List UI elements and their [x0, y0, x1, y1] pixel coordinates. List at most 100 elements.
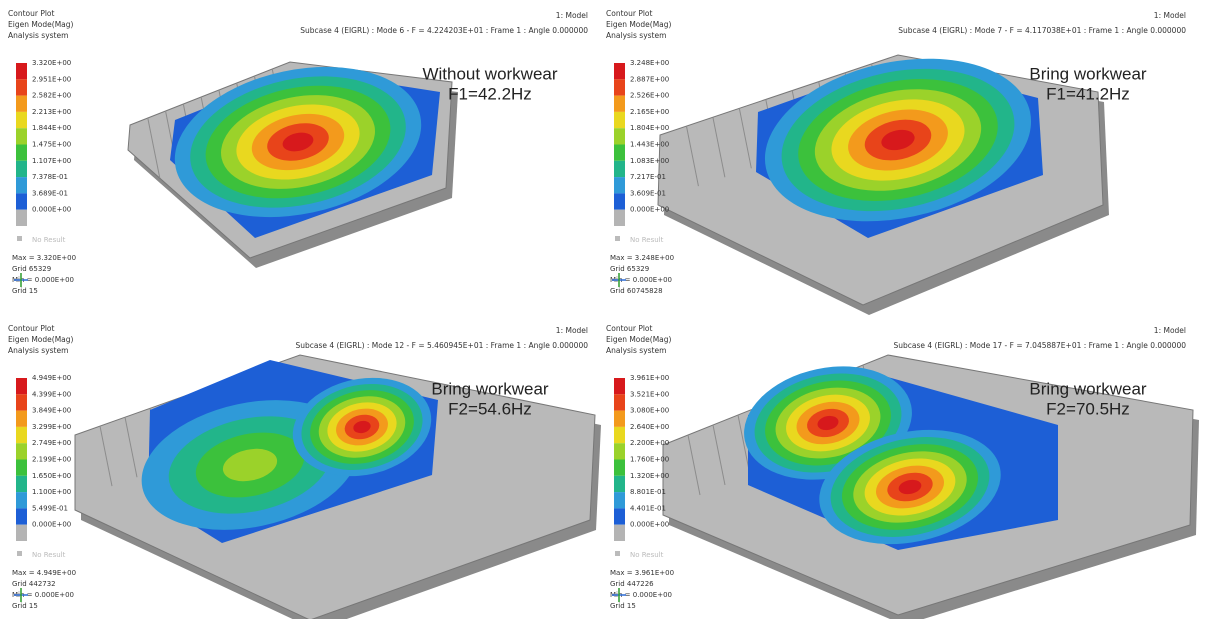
- footer-text: Grid 60745828: [610, 287, 663, 295]
- legend-swatch: [16, 443, 27, 459]
- no-result-swatch: [17, 236, 22, 241]
- legend-swatch: [16, 411, 27, 427]
- annotation: F2=70.5Hz: [1046, 399, 1130, 418]
- legend-label: 2.165E+00: [630, 108, 669, 116]
- legend-swatch: [16, 460, 27, 476]
- no-result-swatch: [615, 236, 620, 241]
- legend-label: 1.443E+00: [630, 141, 669, 149]
- panel: Contour Plot Eigen Mode(Mag) Analysis syst…: [8, 9, 588, 295]
- footer-text: Max = 3.248E+00: [610, 254, 674, 262]
- legend-swatch: [16, 96, 27, 112]
- legend-swatch: [614, 443, 625, 459]
- subcase-label: Subcase 4 (EIGRL) : Mode 6 - F = 4.22420…: [300, 26, 588, 35]
- legend-label: 3.320E+00: [32, 59, 71, 67]
- legend-swatch: [16, 128, 27, 144]
- subcase-label: Subcase 4 (EIGRL) : Mode 17 - F = 7.0458…: [893, 341, 1186, 350]
- legend-swatch: [16, 427, 27, 443]
- footer-text: Max = 3.320E+00: [12, 254, 76, 262]
- no-result-swatch: [615, 551, 620, 556]
- header-text: Contour Plot: [8, 9, 55, 18]
- annotation: Bring workwear: [1029, 64, 1146, 83]
- legend-swatch: [16, 145, 27, 161]
- header-text: Eigen Mode(Mag): [606, 335, 672, 344]
- legend-swatch: [16, 394, 27, 410]
- legend-swatch: [614, 112, 625, 128]
- no-result-label: No Result: [32, 551, 66, 559]
- legend-label: 1.475E+00: [32, 141, 71, 149]
- legend-label: 1.760E+00: [630, 456, 669, 464]
- annotation: Bring workwear: [1029, 379, 1146, 398]
- legend-label: 4.949E+00: [32, 374, 71, 382]
- legend-swatch: [614, 63, 625, 79]
- legend-label: 3.080E+00: [630, 407, 669, 415]
- figure: Contour Plot Eigen Mode(Mag) Analysis syst…: [0, 0, 1219, 619]
- annotation: F2=54.6Hz: [448, 399, 532, 418]
- annotation: Without workwear: [422, 64, 557, 83]
- footer-text: Grid 447226: [610, 580, 654, 588]
- legend-swatch: [16, 112, 27, 128]
- annotation: F1=41.2Hz: [1046, 84, 1130, 103]
- legend-label: 3.609E-01: [630, 189, 666, 197]
- legend-label: 1.844E+00: [32, 124, 71, 132]
- header-text: Contour Plot: [606, 324, 653, 333]
- legend-swatch: [614, 177, 625, 193]
- legend-swatch: [16, 63, 27, 79]
- legend-label: 7.217E-01: [630, 173, 666, 181]
- legend-swatch: [16, 79, 27, 95]
- legend-label: 2.200E+00: [630, 439, 669, 447]
- legend-label: 0.000E+00: [32, 206, 71, 214]
- legend-label: 0.000E+00: [630, 521, 669, 529]
- header-text: Analysis system: [606, 346, 666, 355]
- legend-label: 1.107E+00: [32, 157, 71, 165]
- legend-swatch: [614, 378, 625, 394]
- legend-label: 4.399E+00: [32, 390, 71, 398]
- legend-swatch: [16, 193, 27, 209]
- legend-swatch: [614, 476, 625, 492]
- model-label: 1: Model: [556, 11, 588, 20]
- annotation: F1=42.2Hz: [448, 84, 532, 103]
- legend-label: 1.650E+00: [32, 472, 71, 480]
- legend-swatch: [614, 492, 625, 508]
- legend-label: 0.000E+00: [32, 521, 71, 529]
- legend-label: 8.801E-01: [630, 488, 666, 496]
- legend-label: 1.100E+00: [32, 488, 71, 496]
- footer-text: Grid 15: [610, 602, 636, 610]
- header-text: Contour Plot: [606, 9, 653, 18]
- no-result-label: No Result: [630, 236, 664, 244]
- legend-swatch: [614, 427, 625, 443]
- legend-label: 0.000E+00: [630, 206, 669, 214]
- legend-label: 3.961E+00: [630, 374, 669, 382]
- legend-label: 2.199E+00: [32, 456, 71, 464]
- footer-text: Grid 65329: [610, 265, 649, 273]
- model-label: 1: Model: [1154, 11, 1186, 20]
- header-text: Analysis system: [8, 31, 68, 40]
- no-result-swatch: [17, 551, 22, 556]
- legend-swatch: [614, 508, 625, 524]
- legend-swatch: [16, 492, 27, 508]
- footer-text: Grid 15: [12, 602, 38, 610]
- legend-swatch: [16, 476, 27, 492]
- footer-text: Grid 65329: [12, 265, 51, 273]
- legend-swatch: [614, 145, 625, 161]
- legend-label: 4.401E-01: [630, 504, 666, 512]
- model-label: 1: Model: [556, 326, 588, 335]
- legend-label: 5.499E-01: [32, 504, 68, 512]
- legend-swatch: [614, 96, 625, 112]
- legend-swatch: [614, 525, 625, 541]
- header-text: Eigen Mode(Mag): [8, 335, 74, 344]
- footer-text: Max = 4.949E+00: [12, 569, 76, 577]
- legend-swatch: [614, 128, 625, 144]
- legend-label: 2.951E+00: [32, 75, 71, 83]
- legend-swatch: [614, 193, 625, 209]
- header-text: Eigen Mode(Mag): [8, 20, 74, 29]
- legend-swatch: [614, 394, 625, 410]
- legend-label: 3.248E+00: [630, 59, 669, 67]
- legend-label: 2.213E+00: [32, 108, 71, 116]
- legend-swatch: [614, 79, 625, 95]
- annotation: Bring workwear: [431, 379, 548, 398]
- legend-swatch: [16, 177, 27, 193]
- legend-swatch: [16, 378, 27, 394]
- header-text: Analysis system: [8, 346, 68, 355]
- subcase-label: Subcase 4 (EIGRL) : Mode 7 - F = 4.11703…: [898, 26, 1186, 35]
